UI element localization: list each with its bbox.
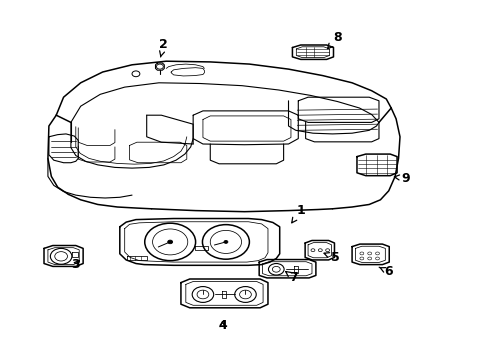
Text: 4: 4	[218, 319, 226, 332]
Text: 3: 3	[71, 258, 80, 271]
Text: 1: 1	[291, 204, 305, 223]
Text: 2: 2	[159, 39, 168, 57]
Text: 5: 5	[324, 251, 339, 264]
Circle shape	[167, 240, 172, 244]
Text: 9: 9	[393, 172, 409, 185]
Text: 6: 6	[378, 265, 392, 278]
Circle shape	[224, 240, 227, 243]
Text: 7: 7	[285, 271, 297, 284]
Text: 8: 8	[327, 31, 341, 49]
